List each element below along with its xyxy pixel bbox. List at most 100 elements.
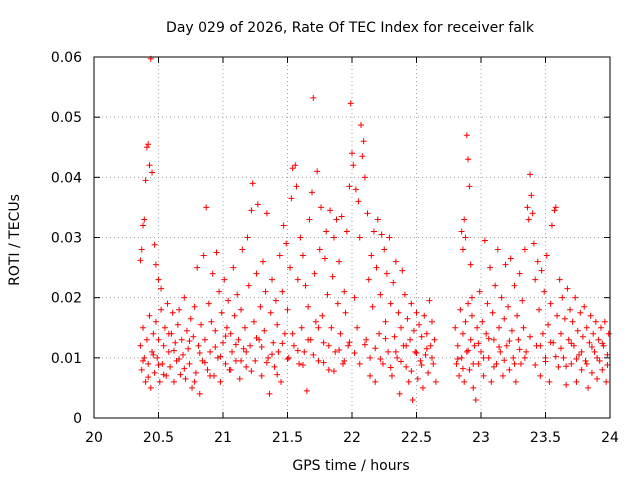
data-point [294, 347, 301, 354]
data-point [214, 354, 221, 361]
data-point [285, 354, 292, 361]
data-point [334, 300, 341, 307]
data-point [404, 315, 411, 322]
data-point [257, 303, 264, 310]
data-point [222, 360, 229, 367]
data-point [248, 207, 255, 214]
data-point [176, 306, 183, 313]
data-point [227, 330, 234, 337]
data-point [413, 350, 420, 357]
data-point [170, 378, 177, 385]
data-point [377, 356, 384, 363]
data-point [187, 315, 194, 322]
data-point [583, 360, 590, 367]
data-point [431, 336, 438, 343]
data-point [238, 357, 245, 364]
data-point [198, 321, 205, 328]
data-point [265, 354, 272, 361]
data-point [274, 321, 281, 328]
data-point [576, 351, 583, 358]
data-point [418, 333, 425, 340]
data-point [369, 303, 376, 310]
data-point [594, 375, 601, 382]
data-point [556, 276, 563, 283]
data-point [212, 344, 219, 351]
data-point [516, 346, 523, 353]
data-point [417, 357, 424, 364]
data-point [279, 288, 286, 295]
data-point [137, 342, 144, 349]
data-point [483, 330, 490, 337]
data-point [225, 297, 232, 304]
data-point [185, 345, 192, 352]
data-point [604, 362, 611, 369]
data-point [284, 356, 291, 363]
data-point [401, 291, 408, 298]
data-point [146, 312, 153, 319]
data-point [532, 362, 539, 369]
data-point [278, 378, 285, 385]
data-point [152, 261, 159, 268]
data-point [485, 335, 492, 342]
data-point [394, 354, 401, 361]
data-point [208, 318, 215, 325]
data-point [269, 351, 276, 358]
data-point [545, 321, 552, 328]
data-point [367, 372, 374, 379]
data-point [423, 345, 430, 352]
data-point [465, 347, 472, 354]
data-point [468, 294, 475, 301]
data-point [217, 378, 224, 385]
data-point [462, 318, 469, 325]
data-point [582, 357, 589, 364]
data-point [458, 354, 465, 361]
data-point [301, 348, 308, 355]
data-point [324, 291, 331, 298]
data-point [541, 288, 548, 295]
data-point [597, 324, 604, 331]
data-point [567, 306, 574, 313]
data-point [254, 201, 261, 208]
data-point [392, 258, 399, 265]
data-point [244, 234, 251, 241]
data-point [604, 351, 611, 358]
data-point [266, 390, 273, 397]
data-point [323, 228, 330, 235]
data-point [170, 347, 177, 354]
data-point [213, 249, 220, 256]
data-point [281, 330, 288, 337]
data-point [345, 342, 352, 349]
data-point [156, 378, 163, 385]
data-point [165, 348, 172, 355]
data-point [585, 384, 592, 391]
data-point [456, 372, 463, 379]
data-point [262, 288, 269, 295]
data-point [181, 365, 188, 372]
data-point [209, 270, 216, 277]
data-point [511, 360, 518, 367]
data-point [310, 351, 317, 358]
data-point [494, 246, 501, 253]
data-point [398, 324, 405, 331]
data-point [310, 94, 317, 101]
data-point [525, 216, 532, 223]
data-point [573, 356, 580, 363]
data-point [523, 348, 530, 355]
data-point [506, 366, 513, 373]
data-point [297, 234, 304, 241]
data-point [534, 258, 541, 265]
data-point [365, 276, 372, 283]
data-point [253, 270, 260, 277]
data-point [554, 312, 561, 319]
data-point [151, 369, 158, 376]
data-point [574, 327, 581, 334]
data-point [258, 344, 265, 351]
data-point [351, 294, 358, 301]
data-point [235, 336, 242, 343]
data-point [463, 132, 470, 139]
data-point [511, 282, 518, 289]
data-point [238, 306, 245, 313]
data-point [499, 372, 506, 379]
x-tick-label: 20.5 [143, 430, 174, 446]
data-point [559, 294, 566, 301]
